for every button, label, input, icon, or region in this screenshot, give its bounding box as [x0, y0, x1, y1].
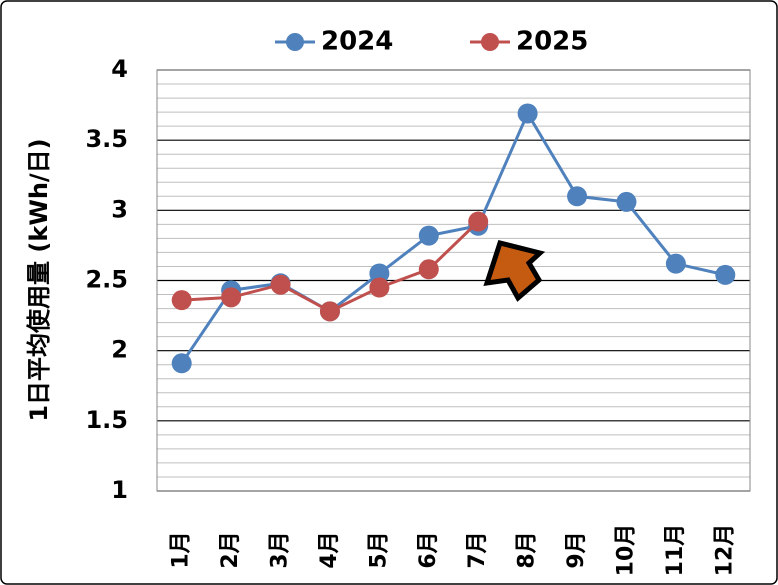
- x-tick-label: 4月: [317, 531, 342, 568]
- legend-label: 2025: [516, 27, 588, 57]
- data-point: [369, 263, 390, 284]
- x-tick-label: 7月: [465, 531, 490, 568]
- x-tick-label: 6月: [416, 531, 441, 568]
- x-tick-label: 10月: [613, 524, 638, 577]
- y-tick-label: 2.5: [85, 266, 128, 294]
- data-point: [517, 103, 538, 124]
- plot-area: [156, 69, 751, 492]
- legend-marker: [481, 33, 499, 51]
- x-tick-label: 1月: [169, 531, 194, 568]
- grid: [157, 69, 750, 492]
- x-tick-label: 3月: [268, 531, 293, 568]
- x-tick-label: 8月: [515, 531, 540, 568]
- data-point: [665, 253, 686, 274]
- data-point: [616, 191, 637, 212]
- data-point: [418, 225, 439, 246]
- legend-marker: [286, 33, 304, 51]
- y-tick-label: 3: [111, 195, 128, 223]
- y-tick-label: 1: [111, 476, 128, 504]
- x-tick-label: 11月: [663, 524, 688, 577]
- data-point: [319, 301, 340, 322]
- y-tick-label: 4: [111, 55, 128, 83]
- y-axis-label: 1日平均使用量 (kWh/日): [25, 138, 53, 421]
- y-tick-label: 3.5: [85, 125, 128, 153]
- data-point: [270, 274, 291, 295]
- x-tick-label: 5月: [366, 531, 391, 568]
- arrow-annotation: [483, 240, 546, 302]
- y-tick-label: 1.5: [85, 406, 128, 434]
- legend-label: 2024: [321, 27, 393, 57]
- y-tick-label: 2: [111, 336, 128, 364]
- data-point: [221, 287, 242, 308]
- data-point: [468, 211, 489, 232]
- data-point: [171, 290, 192, 311]
- data-point: [171, 353, 192, 374]
- data-point: [369, 277, 390, 298]
- data-point: [715, 264, 736, 285]
- x-tick-label: 2月: [218, 531, 243, 568]
- data-point: [567, 186, 588, 207]
- x-tick-label: 9月: [564, 531, 589, 568]
- x-tick-label: 12月: [712, 524, 737, 577]
- data-point: [418, 259, 439, 280]
